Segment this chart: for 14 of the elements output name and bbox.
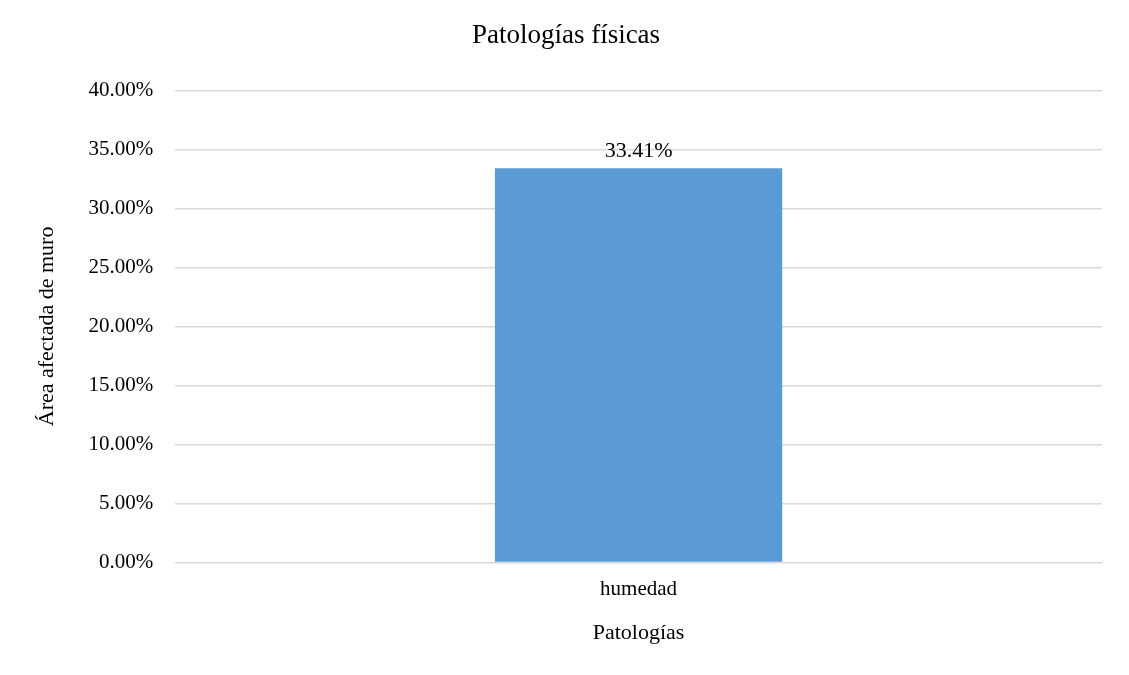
y-tick-label: 35.00%	[88, 135, 154, 160]
data-label: 33.41%	[604, 136, 673, 162]
x-axis-title: Patologías	[592, 618, 685, 644]
y-tick-label: 30.00%	[88, 194, 154, 219]
x-tick-label: humedad	[600, 575, 678, 600]
y-tick-label: 20.00%	[88, 312, 154, 337]
chart-title: Patologías físicas	[471, 19, 661, 50]
y-tick-label: 25.00%	[88, 253, 154, 278]
y-axis-title: Área afectada de muro	[32, 226, 58, 427]
y-tick-label: 15.00%	[88, 371, 154, 396]
y-tick-label: 40.00%	[88, 76, 154, 101]
y-tick-label: 5.00%	[98, 489, 154, 514]
y-tick-label: 0.00%	[98, 548, 154, 573]
y-tick-label: 10.00%	[88, 430, 154, 455]
